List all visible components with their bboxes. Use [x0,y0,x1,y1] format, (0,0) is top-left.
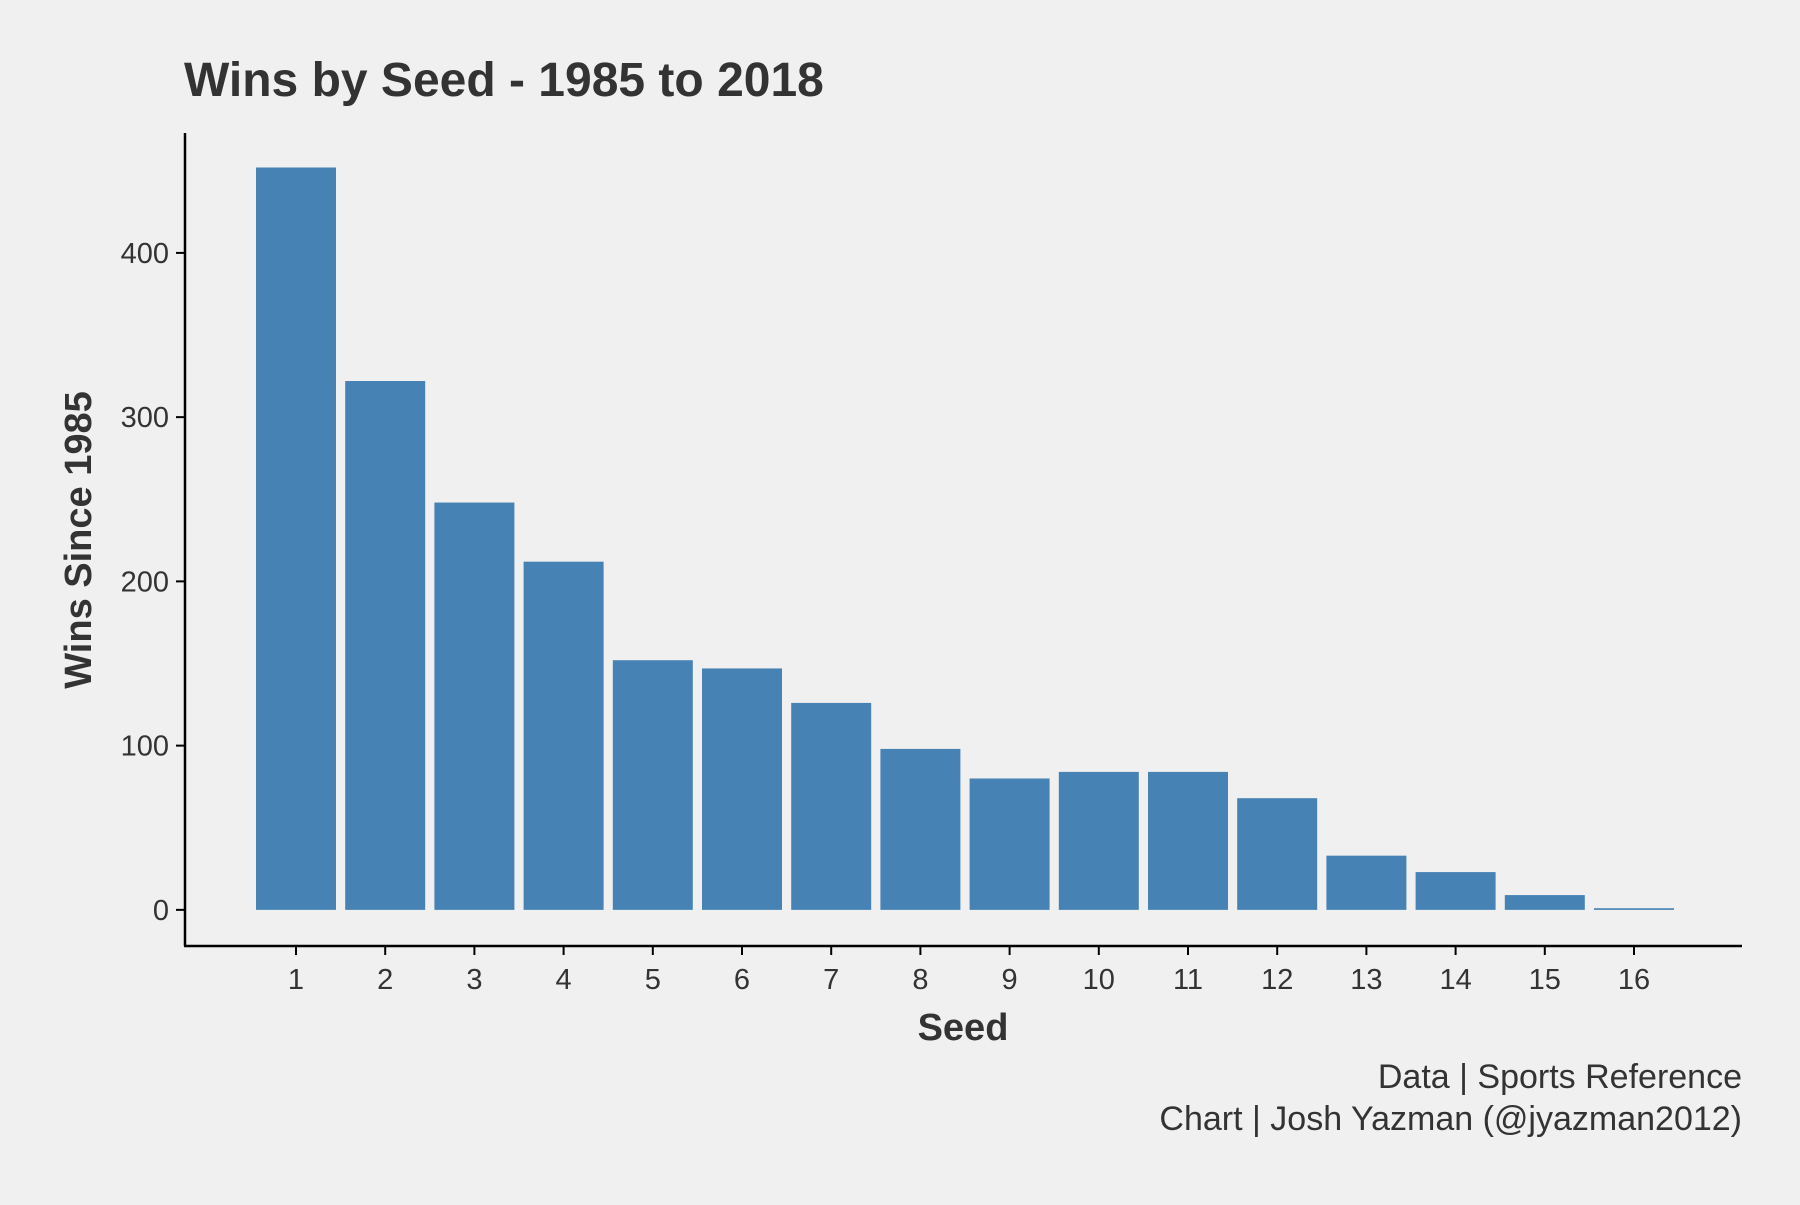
bar-seed-9 [969,778,1050,910]
x-axis-ticks: 1 2 3 4 5 6 7 8 9 10 11 12 13 14 15 16 [288,946,1650,996]
x-tick-label: 8 [912,964,928,996]
caption-author: Chart | Josh Yazman (@jyazman2012) [1159,1100,1742,1138]
x-tick-label: 12 [1261,964,1293,996]
bar-seed-1 [256,167,336,910]
x-tick-label: 15 [1529,964,1561,996]
bar-seed-7 [791,702,872,910]
y-axis-ticks: 0 100 200 300 400 [121,238,185,927]
bar-seed-14 [1415,872,1496,910]
x-axis-title: Seed [918,1007,1009,1049]
x-tick-label: 13 [1350,964,1382,996]
x-tick-label: 11 [1173,964,1203,996]
bar-seed-11 [1148,771,1228,910]
bar-seed-10 [1058,771,1139,910]
y-axis-title: Wins Since 1985 [58,391,100,688]
x-tick-label: 1 [288,964,304,996]
x-tick-label: 7 [823,964,839,996]
bar-seed-2 [345,381,426,910]
bar-seed-3 [434,502,515,910]
y-tick-label: 200 [121,566,169,598]
x-tick-label: 4 [556,964,572,996]
y-tick-label: 300 [121,402,169,434]
bar-seed-13 [1326,855,1407,910]
chart-title: Wins by Seed - 1985 to 2018 [184,54,824,107]
caption-data-source: Data | Sports Reference [1378,1058,1742,1096]
x-tick-label: 16 [1618,964,1650,996]
bar-seed-4 [523,561,604,910]
x-tick-label: 9 [1002,964,1018,996]
bar-seed-15 [1504,895,1585,910]
y-tick-label: 100 [121,731,169,763]
x-tick-label: 5 [645,964,661,996]
bars-group [256,167,1674,910]
bar-seed-6 [702,668,782,910]
x-tick-label: 3 [466,964,482,996]
x-tick-label: 2 [377,964,393,996]
y-tick-label: 0 [153,895,169,927]
x-tick-label: 10 [1083,964,1115,996]
bar-seed-12 [1237,798,1318,910]
bar-seed-16 [1594,908,1674,910]
bar-seed-8 [880,748,961,910]
x-tick-label: 14 [1439,964,1471,996]
y-tick-label: 400 [121,238,169,270]
x-tick-label: 6 [734,964,750,996]
bar-seed-5 [612,660,693,910]
